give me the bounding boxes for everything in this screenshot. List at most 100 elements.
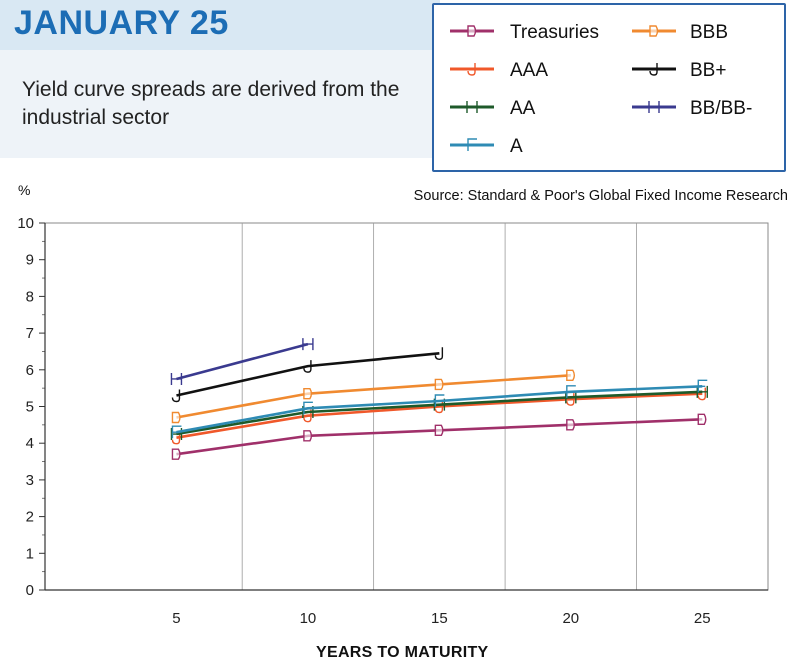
y-tick-label: 7 xyxy=(26,325,34,342)
data-point-treasuries xyxy=(303,430,313,442)
data-point-bb xyxy=(171,389,181,403)
marker-shape xyxy=(303,409,312,423)
data-point-bb xyxy=(303,360,312,373)
header-band xyxy=(0,0,440,50)
marker-shape xyxy=(170,372,183,385)
y-tick-label: 0 xyxy=(26,582,34,599)
x-tick-label: 10 xyxy=(300,610,317,627)
y-tick-label: 8 xyxy=(26,288,34,305)
data-point-aaa xyxy=(566,393,575,406)
legend-label: Treasuries xyxy=(510,22,599,43)
legend-marker xyxy=(649,25,659,37)
data-point-aaa xyxy=(697,387,706,401)
data-point-bbb xyxy=(434,378,444,391)
marker-shape xyxy=(434,378,444,391)
data-point-bb xyxy=(434,347,444,360)
marker-shape xyxy=(697,379,708,393)
data-point-treasuries xyxy=(434,424,444,437)
data-point-bbb xyxy=(566,369,576,382)
marker-shape xyxy=(302,338,314,351)
marker-shape xyxy=(171,411,181,424)
marker-shape xyxy=(171,431,181,445)
y-axis-unit: % xyxy=(18,182,31,198)
marker-shape xyxy=(303,430,313,442)
marker-shape xyxy=(466,101,478,113)
legend-marker xyxy=(466,101,478,113)
x-axis-title: YEARS TO MATURITY xyxy=(316,644,489,661)
legend-marker xyxy=(648,101,660,113)
y-tick-label: 6 xyxy=(26,362,34,379)
series-line-bb xyxy=(176,351,440,397)
data-point-aaa xyxy=(171,431,181,445)
marker-shape xyxy=(566,419,576,431)
series-line-aaa xyxy=(176,392,703,439)
data-point-aaa xyxy=(434,400,444,414)
legend-item: Treasuries xyxy=(450,22,599,43)
data-point-bbb xyxy=(171,411,181,424)
legend-marker xyxy=(467,138,477,151)
marker-shape xyxy=(434,424,444,437)
y-tick-label: 2 xyxy=(26,509,34,526)
series-line-bb-bb xyxy=(176,342,309,381)
legend-item: AAA xyxy=(450,60,548,81)
marker-shape xyxy=(434,394,445,407)
data-point-a xyxy=(697,379,708,393)
legend-item: BB+ xyxy=(632,60,726,81)
marker-shape xyxy=(171,425,182,439)
legend-marker xyxy=(467,63,476,76)
marker-shape xyxy=(566,393,575,406)
x-tick-label: 20 xyxy=(562,610,579,627)
legend-item: A xyxy=(450,136,523,157)
marker-shape xyxy=(303,360,312,373)
legend-label: BBB xyxy=(690,22,728,43)
legend-label: AA xyxy=(510,98,536,119)
x-tick-label: 15 xyxy=(431,610,448,627)
legend-item: BBB xyxy=(632,22,728,43)
legend-label: A xyxy=(510,136,523,157)
data-point-a xyxy=(434,394,445,407)
y-tick-label: 10 xyxy=(17,215,34,232)
page-title: JANUARY 25 xyxy=(14,4,229,42)
marker-shape xyxy=(467,25,477,37)
marker-shape xyxy=(566,369,576,382)
data-point-bb-bb xyxy=(302,338,314,351)
y-tick-label: 5 xyxy=(26,399,34,416)
legend-marker xyxy=(467,25,477,37)
marker-shape xyxy=(467,63,476,76)
data-point-treasuries xyxy=(697,413,707,426)
data-point-a xyxy=(303,401,313,415)
chart-subtitle: Yield curve spreads are derived from the… xyxy=(22,78,400,129)
y-tick-label: 1 xyxy=(26,545,34,562)
marker-shape xyxy=(697,413,707,426)
marker-shape xyxy=(303,387,313,400)
legend-label: BB/BB- xyxy=(690,98,752,119)
marker-shape xyxy=(648,101,660,113)
marker-shape xyxy=(434,347,444,360)
data-point-bb-bb xyxy=(170,372,183,385)
marker-shape xyxy=(649,25,659,37)
legend-item: AA xyxy=(450,98,536,119)
marker-shape xyxy=(649,63,658,76)
marker-shape xyxy=(171,389,181,403)
source-note: Source: Standard & Poor's Global Fixed I… xyxy=(413,188,788,204)
y-tick-label: 9 xyxy=(26,252,34,269)
legend-item: BB/BB- xyxy=(632,98,752,119)
y-tick-label: 3 xyxy=(26,472,34,489)
data-point-a xyxy=(566,385,576,398)
data-point-treasuries xyxy=(171,448,181,460)
marker-shape xyxy=(171,448,181,460)
series-line-bbb xyxy=(176,374,571,419)
marker-shape xyxy=(566,385,576,398)
data-point-bbb xyxy=(303,387,313,400)
legend-label: AAA xyxy=(510,60,548,81)
marker-shape xyxy=(467,138,477,151)
legend-marker xyxy=(649,63,658,76)
data-point-a xyxy=(171,425,182,439)
data-point-treasuries xyxy=(566,419,576,431)
subtitle-band xyxy=(0,50,440,158)
x-tick-label: 25 xyxy=(694,610,711,627)
marker-shape xyxy=(303,401,313,415)
y-tick-label: 4 xyxy=(26,435,34,452)
